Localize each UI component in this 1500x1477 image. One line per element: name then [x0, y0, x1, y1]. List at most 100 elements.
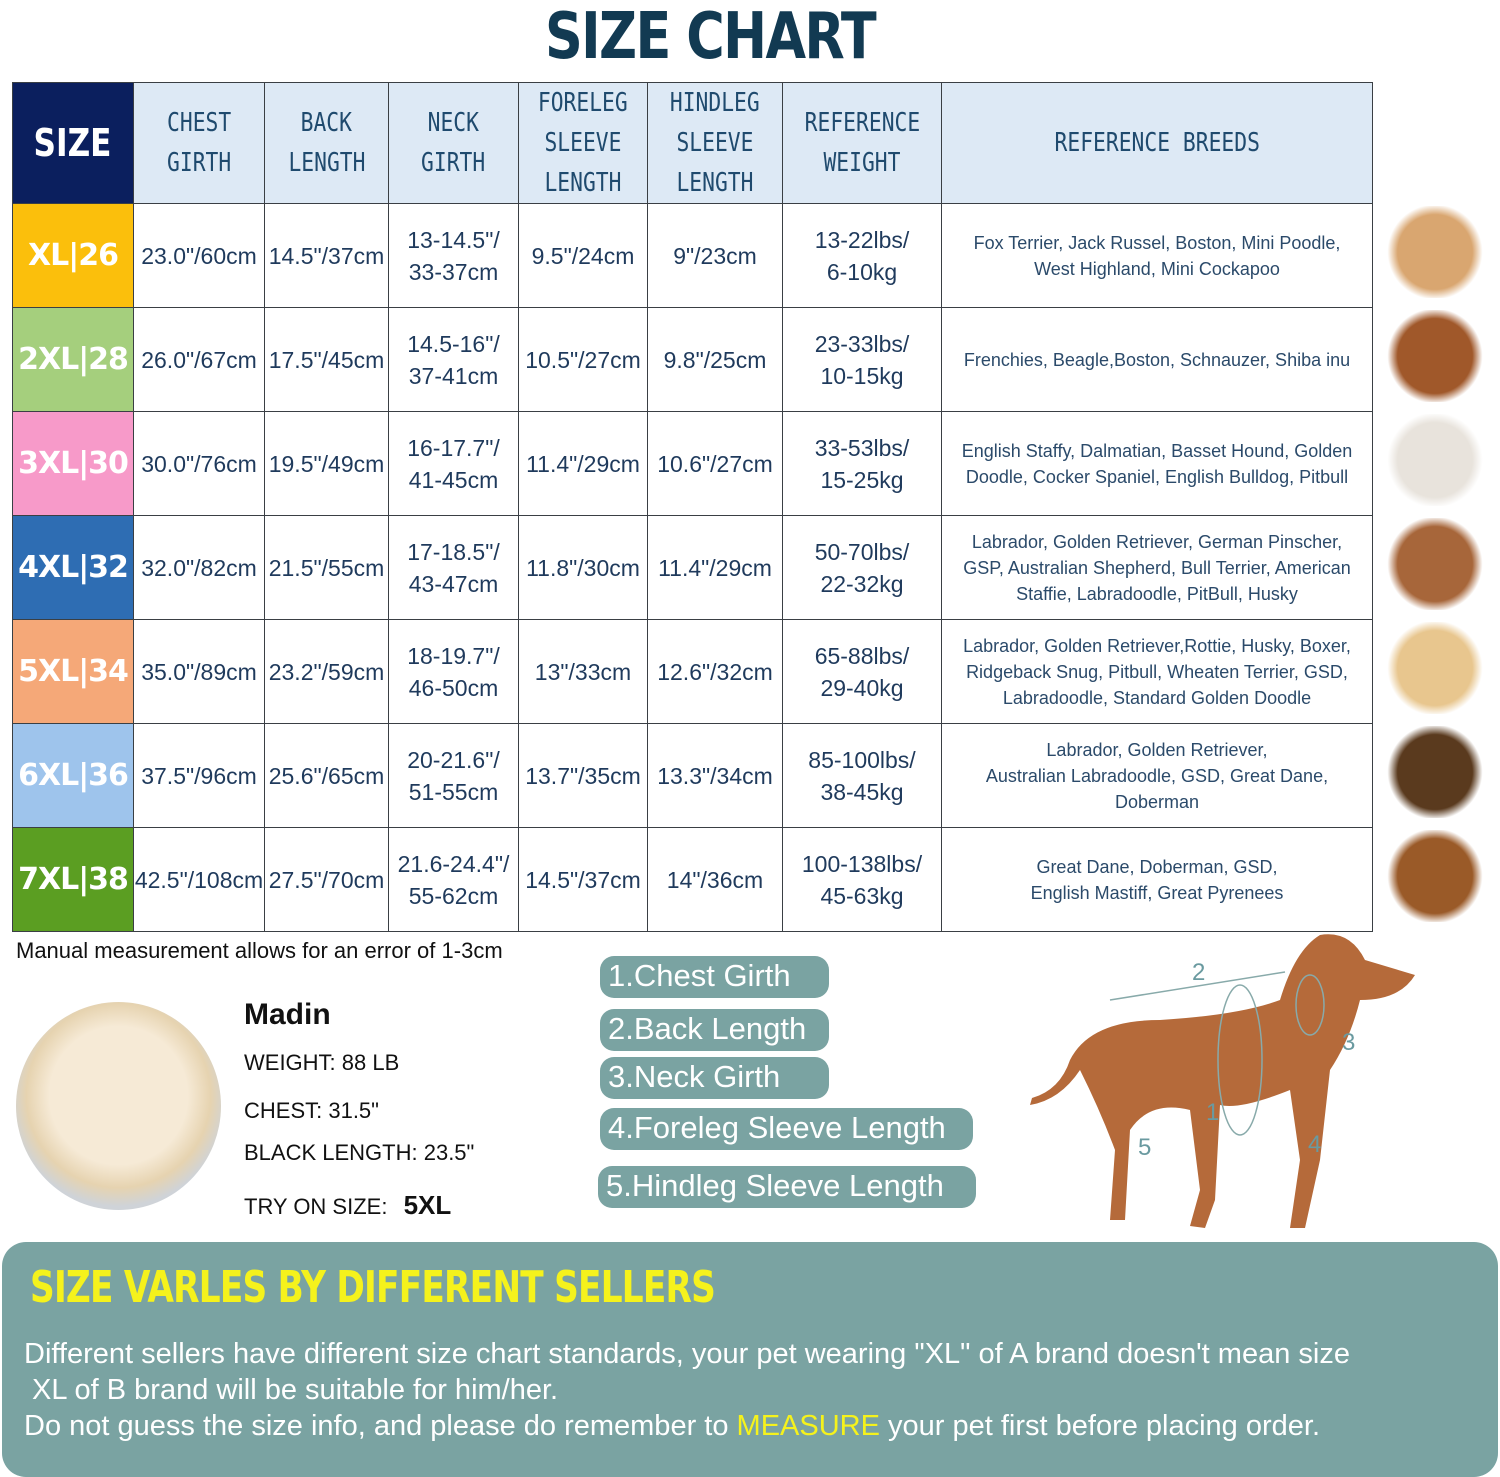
chest-cell: 23.0"/60cm — [133, 203, 265, 308]
size-cell-text: 4XL|32 — [18, 550, 129, 585]
neck-cell-text: 43-47cm — [408, 570, 499, 597]
neck-cell-text: 51-55cm — [408, 778, 499, 805]
header-text: SIZE — [34, 121, 112, 165]
example-weight: WEIGHT: 88 LB — [244, 1050, 400, 1075]
foreleg-cell: 11.4"/29cm — [518, 411, 648, 516]
hindleg-cell: 11.4"/29cm — [647, 515, 783, 620]
diagram-label-3: 3 — [1342, 1029, 1355, 1056]
example-dog-name: Madin — [244, 998, 331, 1031]
header-text: LENGTH — [676, 168, 754, 198]
neck-cell-text: 18-19.7"/ — [407, 642, 500, 669]
column-header: REFERENCE BREEDS — [941, 82, 1373, 204]
breeds-cell-text: West Highland, Mini Cockapoo — [1034, 258, 1280, 279]
dog-measurement-diagram: 1 2 3 4 5 — [1030, 934, 1415, 1228]
weight-cell-text: 15-25kg — [820, 466, 904, 493]
foreleg-cell-text: 11.4"/29cm — [526, 450, 640, 477]
weight-cell: 33-53lbs/15-25kg — [782, 411, 942, 516]
neck-cell: 18-19.7"/ 46-50cm — [388, 619, 519, 724]
table-row: 4XL|32 32.0"/82cm 21.5"/55cm 17-18.5"/ 43-47… — [12, 515, 1373, 620]
back-cell: 25.6"/65cm — [264, 723, 389, 828]
diagram-label-1: 1 — [1206, 1099, 1219, 1126]
seller-notice-panel — [2, 1242, 1498, 1477]
breeds-cell-text: English Mastiff, Great Pyrenees — [1030, 882, 1284, 903]
weight-cell: 23-33lbs/10-15kg — [782, 307, 942, 412]
breeds-cell-text: Labrador, Golden Retriever, German Pinsc… — [971, 531, 1343, 552]
chest-cell-text: 42.5"/108cm — [134, 866, 264, 893]
breeds-cell: Labrador, Golden Retriever,Rottie, Husky… — [941, 619, 1373, 724]
notice-title: SIZE VARLES BY DIFFERENT SELLERS — [30, 1262, 716, 1313]
weight-cell-text: 6-10kg — [826, 258, 898, 285]
breeds-cell: Great Dane, Doberman, GSD, English Mastif… — [941, 827, 1373, 932]
neck-cell-text: 21.6-24.4"/ — [397, 850, 510, 877]
foreleg-cell-text: 11.8"/30cm — [526, 554, 640, 581]
header-text: HINDLEG — [670, 88, 760, 118]
back-cell-text: 25.6"/65cm — [268, 762, 385, 789]
breeds-cell-text: Staffie, Labradoodle, PitBull, Husky — [1016, 583, 1298, 604]
header-text: GIRTH — [166, 148, 232, 178]
neck-cell-text: 13-14.5"/ — [407, 226, 500, 253]
foreleg-cell: 14.5"/37cm — [518, 827, 648, 932]
measure-foreleg-sleeve: 4.Foreleg Sleeve Length — [600, 1108, 973, 1150]
header-text: GIRTH — [421, 148, 486, 178]
foreleg-cell-text: 14.5"/37cm — [525, 866, 641, 893]
column-header: CHEST GIRTH — [133, 82, 265, 204]
size-cell: XL|26 — [12, 203, 134, 308]
column-header: FORELEG SLEEVE LENGTH — [518, 82, 648, 204]
weight-cell-text: 13-22lbs/ — [814, 226, 910, 253]
measure-back-length: 2.Back Length — [600, 1009, 829, 1051]
back-cell-text: 27.5"/70cm — [268, 866, 385, 893]
diagram-label-2: 2 — [1192, 959, 1205, 986]
neck-cell-text: 33-37cm — [408, 258, 499, 285]
hindleg-cell: 14"/36cm — [647, 827, 783, 932]
notice-line-2: XL of B brand will be suitable for him/h… — [24, 1374, 559, 1406]
chest-cell-text: 32.0"/82cm — [141, 554, 257, 581]
table-row: XL|26 23.0"/60cm 14.5"/37cm 13-14.5"/ 33-37c… — [12, 203, 1373, 308]
hindleg-cell-text: 13.3"/34cm — [657, 762, 773, 789]
breeds-cell-text: Ridgeback Snug, Pitbull, Wheaten Terrier… — [966, 661, 1348, 682]
chest-cell-text: 23.0"/60cm — [141, 242, 257, 269]
hindleg-cell: 13.3"/34cm — [647, 723, 783, 828]
neck-cell-text: 20-21.6"/ — [407, 746, 500, 773]
labrador-photo — [1385, 622, 1485, 714]
breeds-cell-text: Australian Labradoodle, GSD, Great Dane, — [985, 765, 1329, 786]
weight-cell: 65-88lbs/29-40kg — [782, 619, 942, 724]
breeds-cell-text: Fox Terrier, Jack Russel, Boston, Mini P… — [973, 232, 1341, 253]
header-text: LENGTH — [287, 148, 366, 178]
chest-cell: 30.0"/76cm — [133, 411, 265, 516]
back-cell-text: 23.2"/59cm — [268, 658, 385, 685]
measurement-note: Manual measurement allows for an error o… — [16, 938, 503, 963]
size-cell: 6XL|36 — [12, 723, 134, 828]
table-row: 5XL|34 35.0"/89cm 23.2"/59cm 18-19.7"/ 46-50… — [12, 619, 1373, 724]
jack-russell-photo — [1385, 206, 1485, 298]
neck-cell-text: 37-41cm — [408, 362, 499, 389]
german-shepherd-photo — [1385, 726, 1485, 818]
hindleg-cell-text: 11.4"/29cm — [658, 554, 772, 581]
neck-cell: 13-14.5"/ 33-37cm — [388, 203, 519, 308]
mastiff-photo — [1385, 830, 1485, 922]
weight-cell-text: 29-40kg — [820, 674, 904, 701]
size-cell-text: 7XL|38 — [18, 862, 129, 897]
weight-cell: 100-138lbs/45-63kg — [782, 827, 942, 932]
back-cell: 27.5"/70cm — [264, 827, 389, 932]
weight-cell-text: 85-100lbs/ — [808, 746, 916, 773]
size-cell-text: 3XL|30 — [18, 446, 129, 481]
hindleg-cell-text: 9.8"/25cm — [663, 346, 767, 373]
try-on-size: 5XL — [403, 1190, 452, 1220]
weight-cell-text: 38-45kg — [820, 778, 904, 805]
chest-cell: 37.5"/96cm — [133, 723, 265, 828]
weight-cell-text: 33-53lbs/ — [814, 434, 910, 461]
notice-text: Different sellers have different size ch… — [24, 1336, 1494, 1444]
size-cell: 3XL|30 — [12, 411, 134, 516]
chest-cell: 42.5"/108cm — [133, 827, 265, 932]
size-cell: 2XL|28 — [12, 307, 134, 412]
neck-cell-text: 55-62cm — [408, 882, 499, 909]
size-cell-text: 2XL|28 — [18, 342, 129, 377]
neck-cell-text: 16-17.7"/ — [407, 434, 500, 461]
hindleg-cell: 9"/23cm — [647, 203, 783, 308]
breeds-cell-text: Great Dane, Doberman, GSD, — [1036, 856, 1278, 877]
foreleg-cell-text: 13"/33cm — [534, 658, 632, 685]
chest-cell: 26.0"/67cm — [133, 307, 265, 412]
breeds-cell-text: Doberman — [1114, 791, 1200, 812]
column-header: HINDLEG SLEEVE LENGTH — [647, 82, 783, 204]
breeds-cell-text: Labrador, Golden Retriever,Rottie, Husky… — [963, 635, 1351, 656]
